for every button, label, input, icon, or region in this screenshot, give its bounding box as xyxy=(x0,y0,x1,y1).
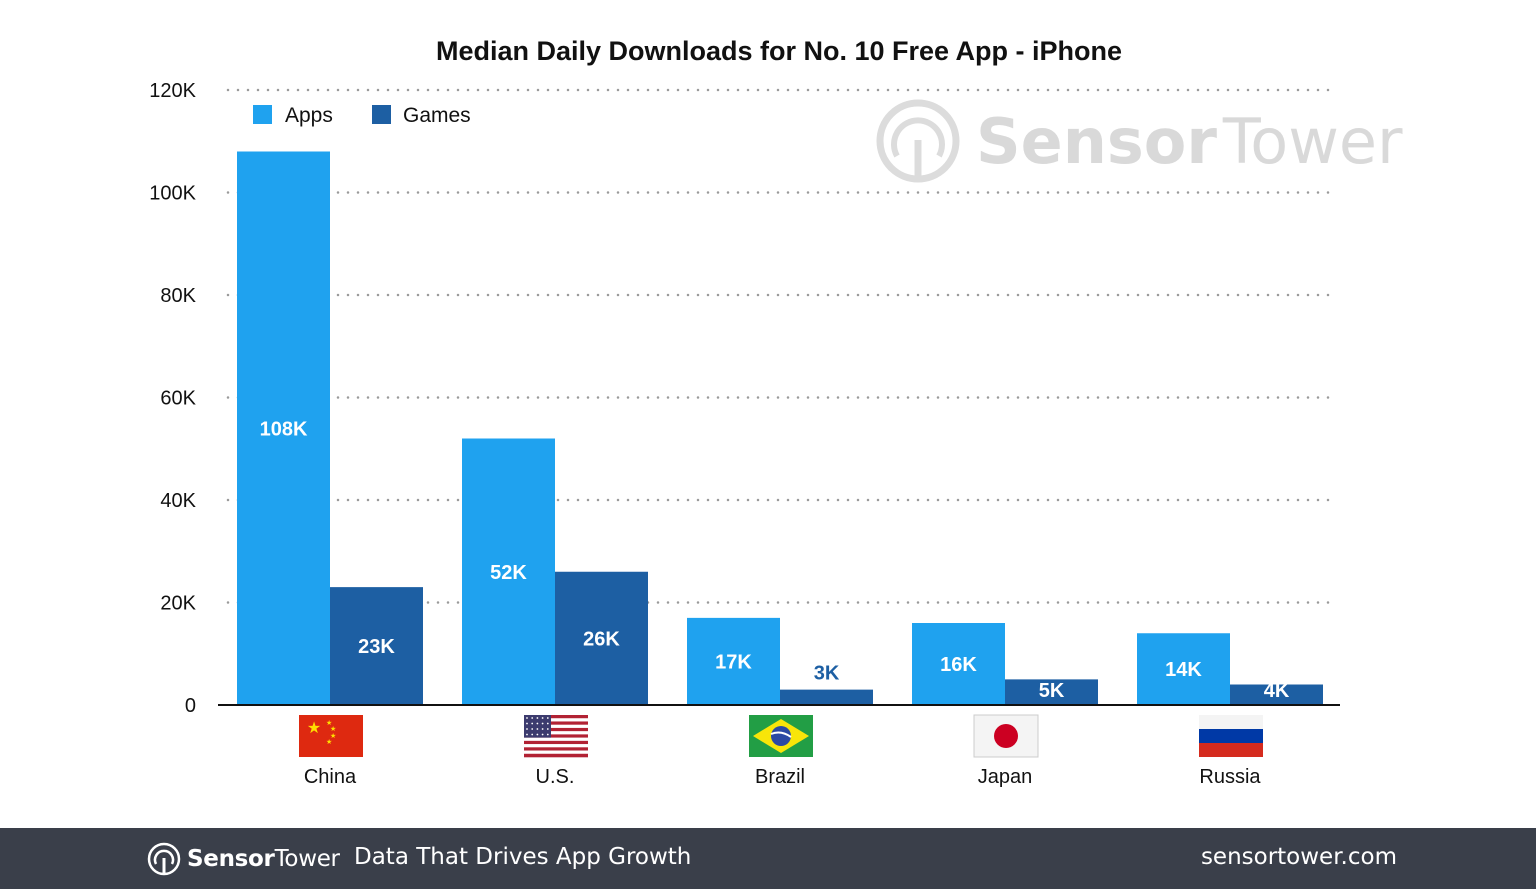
x-tick-label: China xyxy=(304,766,357,788)
y-tick-label: 120K xyxy=(149,80,196,102)
bar-apps[interactable] xyxy=(1137,633,1230,705)
svg-text:★: ★ xyxy=(326,719,332,727)
us-flag-icon xyxy=(524,715,588,758)
data-label-apps: 17K xyxy=(715,651,752,673)
y-tick-label: 20K xyxy=(160,593,196,615)
bar-games[interactable] xyxy=(1230,684,1323,706)
bar-group-us: 52K 26K xyxy=(462,438,648,706)
russia-flag-icon xyxy=(1199,715,1263,757)
y-axis: 0 20K 40K 60K 80K 100K 120K xyxy=(149,80,196,717)
data-label-games: 5K xyxy=(1039,680,1065,702)
china-flag-icon: ★ ★ ★ ★ ★ xyxy=(299,715,363,757)
data-label-games: 26K xyxy=(583,628,620,650)
bar-group-russia: 14K 4K xyxy=(1137,633,1323,705)
watermark-text: SensorTower xyxy=(976,105,1403,178)
bar-games[interactable] xyxy=(555,571,648,705)
sensor-tower-watermark: SensorTower xyxy=(876,99,1403,183)
bar-apps[interactable] xyxy=(687,617,780,705)
data-label-games: 4K xyxy=(1264,680,1290,702)
x-tick-label: U.S. xyxy=(536,766,575,788)
bar-apps[interactable] xyxy=(462,438,555,706)
bar-group-japan: 16K 5K xyxy=(912,623,1098,705)
x-tick-label: Brazil xyxy=(755,766,805,788)
chart-title: Median Daily Downloads for No. 10 Free A… xyxy=(436,36,1122,66)
x-tick-label: Russia xyxy=(1199,766,1261,788)
legend-swatch-games xyxy=(372,105,391,124)
legend-item-apps[interactable]: Apps xyxy=(253,104,333,127)
brazil-flag-icon xyxy=(749,715,813,757)
footer-bar: SensorTower Data That Drives App Growth … xyxy=(0,828,1536,889)
x-tick-label: Japan xyxy=(978,766,1033,788)
legend-label-apps: Apps xyxy=(285,104,333,127)
svg-text:★: ★ xyxy=(307,718,321,737)
bars: 108K 23K 52K 26K 17K 3K 16K 5K 14K 4K xyxy=(237,151,1323,706)
y-tick-label: 60K xyxy=(160,388,196,410)
legend: Apps Games xyxy=(253,104,471,127)
y-tick-label: 100K xyxy=(149,183,196,205)
legend-item-games[interactable]: Games xyxy=(372,104,471,127)
y-tick-label: 80K xyxy=(160,285,196,307)
bar-games[interactable] xyxy=(330,587,423,705)
bar-apps[interactable] xyxy=(912,623,1005,705)
data-label-games: 3K xyxy=(814,663,840,685)
y-tick-label: 0 xyxy=(185,695,196,717)
bar-chart: SensorTower Median Daily Downloads for N… xyxy=(149,36,1403,788)
svg-text:★: ★ xyxy=(326,738,332,746)
svg-text:★: ★ xyxy=(330,732,336,740)
legend-swatch-apps xyxy=(253,105,272,124)
bar-group-brazil: 17K 3K xyxy=(687,617,873,705)
data-label-apps: 52K xyxy=(490,562,527,584)
data-label-apps: 14K xyxy=(1165,659,1202,681)
bar-group-china: 108K 23K xyxy=(237,151,423,706)
category-labels: China U.S. Brazil Japan Russia xyxy=(304,766,1262,788)
svg-text:★: ★ xyxy=(330,725,336,733)
watermark-logo-icon xyxy=(876,99,960,183)
data-label-apps: 108K xyxy=(260,418,308,440)
footer-brand: SensorTower xyxy=(187,846,340,872)
bar-games[interactable] xyxy=(1005,679,1098,705)
sensor-tower-logo-icon xyxy=(147,842,181,876)
data-label-games: 23K xyxy=(358,636,395,658)
footer-tagline: Data That Drives App Growth xyxy=(354,844,692,870)
footer-site-link[interactable]: sensortower.com xyxy=(1200,844,1397,870)
data-label-apps: 16K xyxy=(940,654,977,676)
bar-apps[interactable] xyxy=(237,151,330,706)
y-tick-label: 40K xyxy=(160,490,196,512)
japan-flag-icon xyxy=(973,714,1039,758)
legend-label-games: Games xyxy=(403,104,471,127)
bar-games[interactable] xyxy=(780,689,873,705)
footer-logo[interactable]: SensorTower xyxy=(147,840,340,878)
